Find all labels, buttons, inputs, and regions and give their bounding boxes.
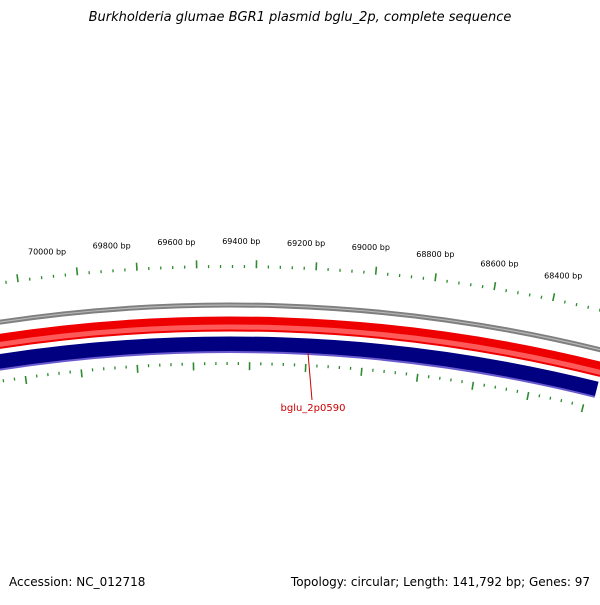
position-label: 69800 bp [93, 241, 131, 250]
gene-label: bglu_2p0590 [281, 403, 346, 414]
accession-text: Accession: NC_012718 [9, 575, 145, 589]
position-label: 70000 bp [28, 247, 66, 256]
position-label: 69200 bp [287, 239, 325, 248]
inner-major-tick [417, 374, 418, 382]
inner-minor-tick [550, 397, 551, 400]
inner-major-tick [472, 382, 473, 390]
inner-minor-tick [539, 394, 540, 397]
inner-major-tick [527, 392, 529, 400]
map-title: Burkholderia glumae BGR1 plasmid bglu_2p… [0, 10, 600, 25]
outer-major-tick [17, 274, 18, 282]
inner-minor-tick [506, 388, 507, 391]
outer-major-tick [77, 267, 78, 275]
gene-annotation: bglu_2p0590 [281, 353, 346, 414]
position-labels: 70000 bp 69800 bp 69600 bp 69400 bp 69200 bp… [28, 237, 582, 281]
gene-leader-line [308, 353, 312, 400]
inner-major-tick [25, 376, 26, 384]
outer-minor-tick [576, 303, 577, 306]
inner-minor-tick [517, 390, 518, 393]
outer-major-tick [494, 282, 495, 290]
outer-major-tick [435, 273, 436, 281]
outer-minor-tick [541, 296, 542, 299]
outer-major-tick [376, 267, 377, 275]
outer-minor-tick [506, 289, 507, 292]
inner-minor-tick [572, 402, 573, 405]
position-label: 68600 bp [480, 260, 518, 269]
inner-minor-tick [561, 399, 562, 402]
position-label: 68800 bp [416, 250, 454, 259]
outer-minor-tick [588, 306, 589, 309]
position-label: 69400 bp [222, 237, 260, 246]
outer-minor-tick [565, 301, 566, 304]
inner-minor-tick [495, 386, 496, 389]
position-label: 69000 bp [352, 243, 390, 252]
inner-major-tick [81, 369, 82, 377]
outer-major-tick [553, 293, 555, 301]
inner-minor-tick [484, 384, 485, 387]
sequence-bands [0, 305, 600, 397]
position-label: 69600 bp [157, 238, 195, 247]
inner-major-tick [582, 404, 584, 412]
outer-minor-tick [518, 291, 519, 294]
inner-major-tick [361, 368, 362, 376]
sequence-summary: Topology: circular; Length: 141,792 bp; … [291, 575, 590, 589]
outer-minor-tick [529, 293, 530, 296]
position-label: 68400 bp [544, 272, 582, 281]
